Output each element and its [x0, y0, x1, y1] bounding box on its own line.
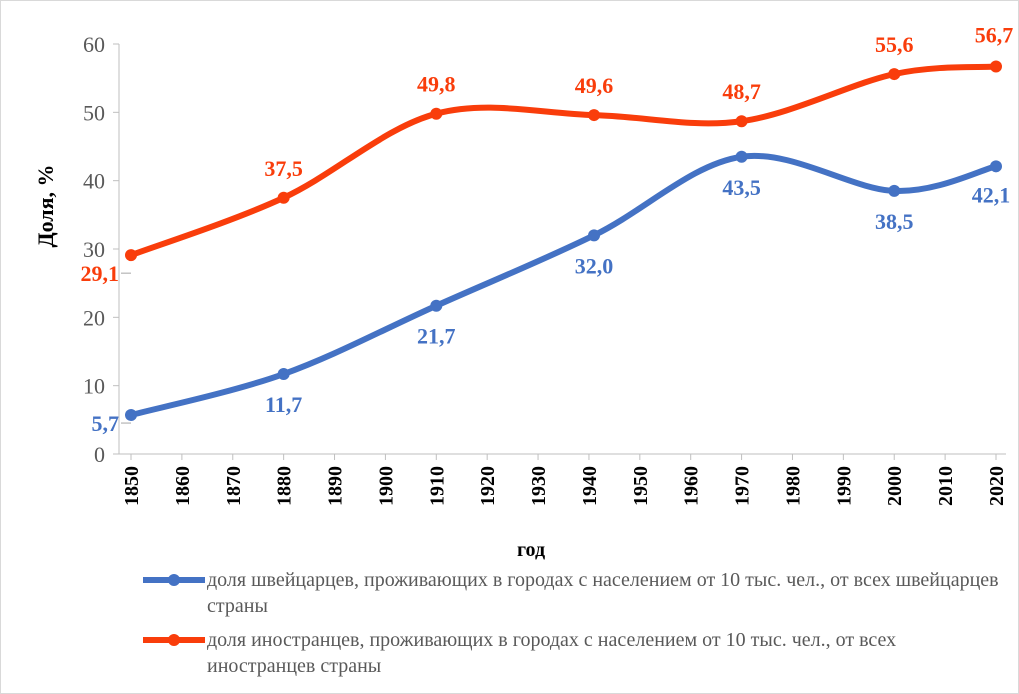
- point: [735, 115, 748, 128]
- x-tick-label: 2010: [935, 466, 957, 506]
- legend-swatch: [143, 574, 205, 586]
- x-tick-label: 2020: [986, 466, 1008, 506]
- data-label: 48,7: [722, 79, 761, 104]
- series-line: [129, 63, 997, 258]
- legend-entry: доля швейцарцев, проживающих в городах с…: [141, 567, 1001, 619]
- data-label: 49,8: [417, 72, 456, 97]
- x-axis-title: год: [517, 539, 545, 561]
- point: [888, 184, 901, 197]
- data-label: 11,7: [265, 392, 302, 417]
- x-tick-label: 1900: [375, 466, 397, 506]
- y-tick-label: 10: [83, 374, 105, 399]
- point: [588, 229, 601, 242]
- y-tick-label: 50: [83, 100, 105, 125]
- data-label: 42,1: [972, 182, 1011, 207]
- legend-marker: [168, 574, 180, 586]
- point: [888, 68, 901, 81]
- x-tick-label: 1960: [681, 466, 703, 506]
- x-tick-label: 1930: [528, 466, 550, 506]
- x-tick-label: 1910: [426, 466, 448, 506]
- x-tick-label: 1940: [579, 466, 601, 506]
- data-label: 55,6: [875, 32, 914, 57]
- y-tick-label: 0: [94, 442, 105, 467]
- plot: год Доля, % 0 10 20 30 40 50 60 1850 1860 1870 188…: [33, 23, 1014, 561]
- data-label: 5,7: [92, 411, 120, 436]
- point: [125, 409, 137, 422]
- x-tick-label: 1920: [477, 466, 499, 506]
- legend-marker: [168, 634, 180, 646]
- data-label: 43,5: [722, 175, 761, 200]
- x-tick-label: 1850: [121, 466, 143, 506]
- x-tick-label: 1990: [833, 466, 855, 506]
- x-tick-label: 1950: [630, 466, 652, 506]
- data-label: 37,5: [264, 156, 303, 181]
- point: [735, 150, 748, 163]
- x-tick-label: 1980: [782, 466, 804, 506]
- x-tick-label: 1880: [274, 466, 296, 506]
- legend-entry: доля иностранцев, проживающих в городах …: [141, 627, 1001, 679]
- point: [588, 109, 601, 122]
- data-label: 21,7: [417, 324, 456, 349]
- legend-label: доля швейцарцев, проживающих в городах с…: [207, 569, 999, 617]
- legend-swatch: [143, 634, 205, 646]
- point: [990, 60, 1002, 73]
- y-axis-title: Доля, %: [33, 164, 58, 247]
- x-tick-label: 2000: [884, 466, 906, 506]
- point: [430, 107, 443, 120]
- data-label: 38,5: [875, 209, 914, 234]
- point: [430, 299, 443, 312]
- data-label: 49,6: [575, 73, 614, 98]
- y-tick-label: 30: [83, 237, 105, 262]
- series-line: [130, 152, 997, 418]
- point: [125, 249, 137, 262]
- point: [277, 368, 290, 381]
- point: [990, 160, 1002, 173]
- data-label: 56,7: [975, 23, 1014, 48]
- x-tick-label: 1890: [325, 466, 347, 506]
- y-tick-label: 40: [83, 169, 105, 194]
- y-tick-label: 20: [83, 305, 105, 330]
- x-tick-label: 1870: [223, 466, 245, 506]
- point: [277, 191, 290, 204]
- data-label: 29,1: [81, 261, 120, 286]
- x-tick-label: 1970: [732, 466, 754, 506]
- legend: доля швейцарцев, проживающих в городах с…: [141, 567, 1001, 687]
- x-tick-label: 1860: [172, 466, 194, 506]
- y-tick-label: 60: [83, 32, 105, 57]
- data-label: 32,0: [575, 253, 614, 278]
- legend-label: доля иностранцев, проживающих в городах …: [207, 629, 897, 677]
